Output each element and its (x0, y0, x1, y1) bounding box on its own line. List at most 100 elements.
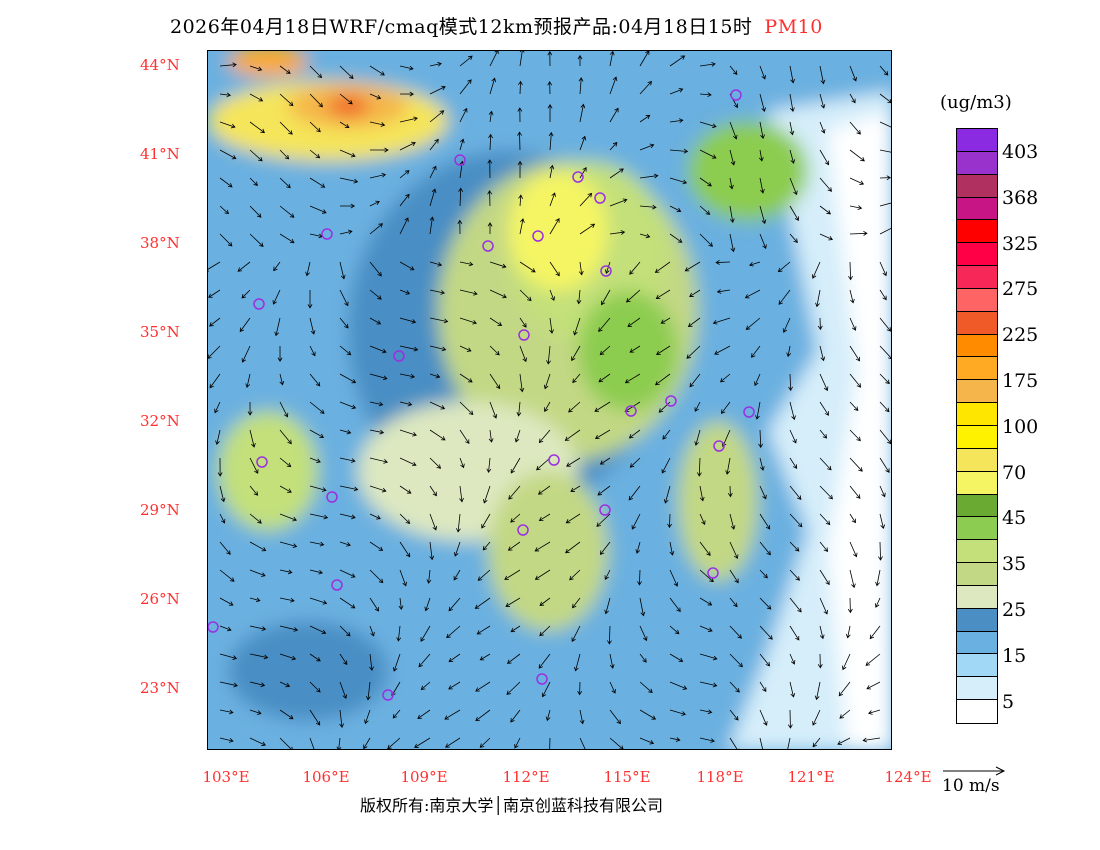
wind-arrow (729, 121, 738, 140)
wind-reference-label: 10 m/s (942, 776, 1000, 796)
wind-arrow (669, 118, 684, 124)
wind-arrow (219, 62, 237, 68)
wind-arrow (249, 737, 266, 746)
wind-arrow (819, 121, 826, 134)
wind-arrow (219, 681, 238, 688)
wind-arrow (219, 625, 232, 632)
wind-arrow (429, 110, 445, 123)
wind-arrow (758, 149, 764, 162)
wind-arrow (363, 737, 371, 749)
colorbar-label: 100 (1002, 415, 1039, 438)
lon-label: 124°E (884, 768, 932, 786)
colorbar-swatch (957, 700, 997, 723)
wind-arrow (849, 205, 863, 210)
wind-arrow (699, 177, 712, 187)
wind-arrow (414, 737, 431, 748)
wind-arrow (369, 457, 389, 464)
wind-arrow (364, 709, 371, 725)
wind-arrow (453, 541, 461, 557)
wind-arrow (399, 289, 411, 295)
wind-arrow (571, 625, 581, 643)
wind-arrow (669, 87, 684, 95)
wind-arrow (788, 373, 793, 392)
wind-arrow (699, 61, 716, 67)
wind-arrow (628, 429, 641, 439)
wind-arrow (759, 177, 765, 194)
wind-arrow (699, 121, 717, 129)
wind-arrow (879, 401, 890, 413)
wind-arrow (514, 737, 521, 749)
wind-arrow (629, 261, 641, 275)
wind-arrow (489, 345, 500, 356)
colorbar-label: 15 (1002, 644, 1027, 667)
wind-arrow (729, 597, 738, 608)
wind-arrow (819, 149, 830, 166)
colorbar-swatch (957, 311, 997, 335)
wind-arrow (594, 401, 611, 412)
wind-arrow (639, 233, 651, 239)
wind-arrow (579, 135, 587, 151)
wind-arrow (214, 401, 221, 414)
wind-arrow (789, 177, 798, 196)
wind-arrow (538, 513, 551, 522)
wind-arrow (369, 373, 388, 381)
wind-arrow (815, 289, 821, 308)
wind-arrow (577, 681, 583, 696)
wind-arrow (547, 81, 553, 95)
wind-arrow (476, 625, 491, 635)
wind-arrow (456, 513, 461, 533)
wind-arrow (699, 653, 718, 661)
colorbar-swatch (957, 129, 997, 152)
wind-arrow (789, 681, 796, 698)
wind-arrow (249, 597, 261, 603)
wind-arrow (519, 218, 525, 235)
wind-arrow (758, 429, 764, 449)
wind-arrow (429, 345, 447, 352)
wind-arrow (759, 205, 767, 225)
wind-arrow (479, 737, 491, 748)
wind-arrow (599, 457, 611, 465)
wind-arrow (399, 91, 415, 97)
colorbar-swatch (957, 288, 997, 312)
wind-arrow (459, 79, 472, 95)
wind-arrow (849, 429, 861, 442)
wind-arrow (819, 205, 831, 215)
wind-arrow (510, 709, 521, 723)
wind-reference: 10 m/s (942, 766, 1006, 796)
wind-arrow (475, 709, 491, 722)
wind-arrow (429, 373, 441, 379)
wind-arrow (866, 681, 881, 690)
wind-arrow (279, 653, 297, 661)
wind-arrow (219, 485, 226, 503)
wind-arrow (538, 653, 551, 669)
wind-arrow (759, 681, 767, 692)
wind-arrow (417, 709, 431, 720)
wind-arrow (249, 177, 258, 187)
colorbar-swatch (957, 380, 997, 404)
wind-arrow (849, 93, 856, 104)
wind-arrow (819, 513, 831, 526)
wind-arrow (309, 625, 327, 635)
wind-arrow (517, 131, 522, 151)
wind-arrow (219, 541, 231, 555)
wind-arrow (489, 77, 497, 95)
wind-arrow (596, 513, 611, 527)
wind-arrow (339, 709, 345, 728)
wind-arrow (669, 709, 687, 716)
wind-arrow (339, 625, 351, 637)
wind-arrow (339, 229, 353, 235)
wind-arrow (849, 457, 863, 472)
wind-arrow (605, 261, 611, 274)
wind-arrow (684, 261, 701, 272)
wind-arrow (279, 681, 291, 688)
wind-arrow (879, 149, 891, 153)
wind-arrow (817, 653, 823, 669)
wind-arrow (309, 653, 321, 662)
wind-arrow (663, 485, 671, 504)
wind-arrow (309, 373, 321, 387)
wind-arrow (510, 457, 521, 474)
wind-arrow (519, 51, 525, 67)
wind-arrow (609, 51, 615, 67)
wind-arrow (219, 597, 234, 606)
wind-arrow (504, 569, 521, 580)
